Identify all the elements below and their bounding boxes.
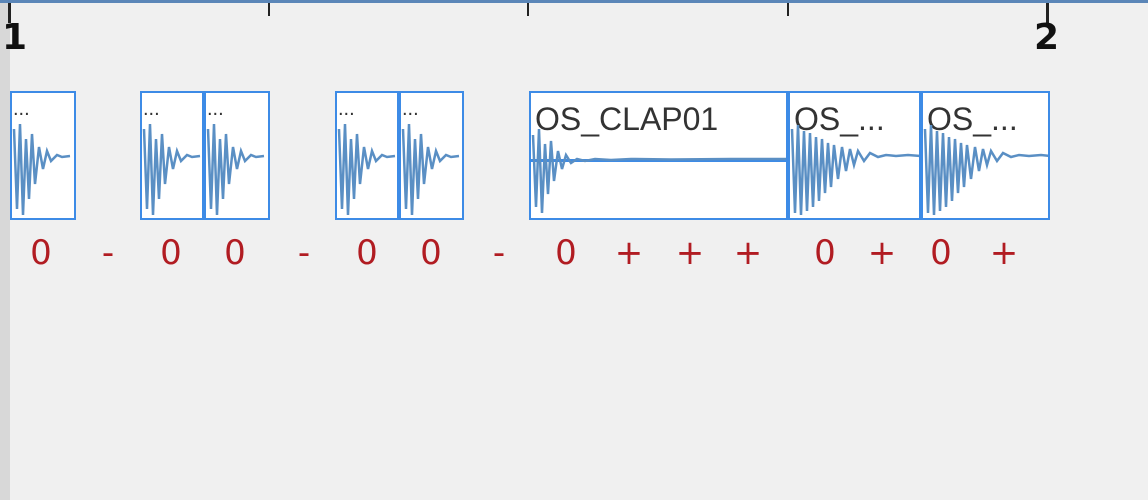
waveform-icon [12,123,71,216]
clip-title: OS_CLAP01 [535,101,719,137]
beat-marker: + [675,233,705,273]
beat-marker: + [867,233,897,273]
waveform-icon [337,123,396,216]
clip-title: OS_... [794,101,885,137]
audio-clip[interactable]: OS_... [921,91,1050,220]
clip-title: ... [13,98,30,120]
bar-number-2: 2 [1034,17,1060,58]
clip-title: ... [402,98,419,120]
audio-clip[interactable]: ... [399,91,464,220]
beat-marker: 0 [160,233,182,273]
audio-clip[interactable]: ... [10,91,76,220]
audio-track: ... ... ... ... ... [10,91,1050,220]
ruler-tick-beat-2 [268,3,270,16]
ruler-tick-beat-4 [787,3,789,16]
beat-marker: 0 [224,233,246,273]
waveform-icon [923,124,1048,216]
clip-title: OS_... [927,101,1018,137]
waveform-icon [206,123,265,216]
beat-marker: 0 [555,233,577,273]
timeline-ruler[interactable]: 1 2 [0,0,1148,70]
waveform-icon [531,128,786,214]
waveform-icon [401,123,460,216]
ruler-tick-bar-2 [1046,3,1049,23]
waveform-icon [142,123,201,216]
ruler-tick-bar-1 [8,3,11,23]
left-edge-strip [0,0,10,500]
clip-title: ... [338,98,355,120]
audio-clip[interactable]: OS_... [788,91,921,220]
waveform-icon [790,124,919,216]
audio-clip[interactable]: ... [204,91,270,220]
ruler-tick-beat-3 [527,3,529,16]
beat-marker: 0 [356,233,378,273]
ruler-top-line [0,0,1148,3]
beat-marker: 0 [420,233,442,273]
beat-marker: - [101,233,115,273]
audio-clip[interactable]: ... [335,91,399,220]
beat-marker: - [492,233,506,273]
clip-title: ... [143,98,160,120]
clip-title: ... [207,98,224,120]
beat-marker: 0 [30,233,52,273]
beat-marker: + [989,233,1019,273]
audio-clip-os-clap01[interactable]: OS_CLAP01 [529,91,788,220]
beat-marker: 0 [930,233,952,273]
beat-marker: + [733,233,763,273]
audio-clip[interactable]: ... [140,91,204,220]
beat-marker: + [614,233,644,273]
beat-marker-row: 0 - 0 0 - 0 0 - 0 + + + 0 + 0 + [0,236,1148,286]
beat-marker: - [297,233,311,273]
beat-marker: 0 [814,233,836,273]
bar-number-1: 1 [2,17,28,58]
